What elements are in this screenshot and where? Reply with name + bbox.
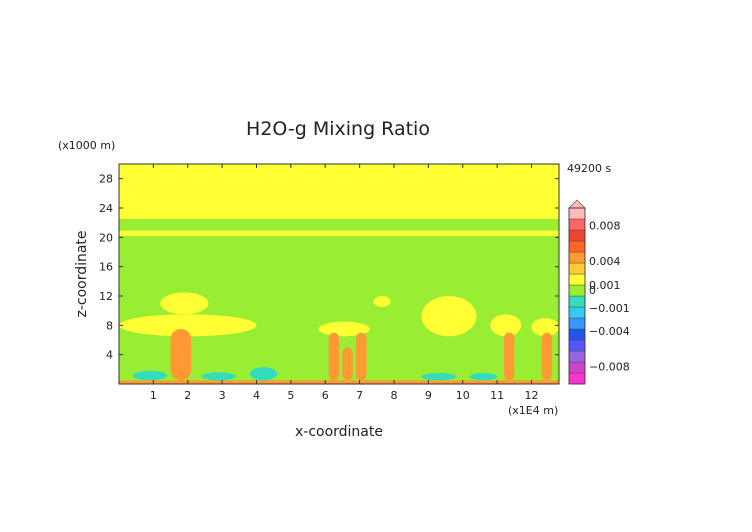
region-patch-17: [249, 367, 278, 381]
region-patch-16: [132, 370, 168, 381]
x-tick-label: 9: [425, 389, 432, 402]
colorbar-cell: [568, 361, 586, 374]
x-tick-label: 5: [287, 389, 294, 402]
x-tick-label: 4: [253, 389, 260, 402]
region-blob-3: [119, 314, 257, 337]
region-plume-13: [356, 332, 367, 381]
region-band-2: [119, 380, 559, 384]
y-tick-label: 4: [106, 349, 113, 362]
y-tick-label: 24: [99, 202, 113, 215]
y-axis-ticks: 4 8 12 16 20 24 28: [99, 173, 559, 362]
colorbar-label: 0: [589, 284, 596, 297]
colorbar-cell: [568, 273, 586, 286]
region-blob-6: [421, 296, 477, 337]
colorbar-extend-triangle: [568, 199, 586, 209]
x-tick-label: 8: [391, 389, 398, 402]
region-plume-11: [328, 332, 339, 381]
x-tick-label: 6: [322, 389, 329, 402]
y-tick-label: 12: [99, 290, 113, 303]
x-tick-label: 1: [150, 389, 157, 402]
colorbar-frame: [568, 207, 586, 385]
region-patch-18: [201, 372, 236, 381]
x-tick-label: 11: [490, 389, 504, 402]
y-tick-label: 16: [99, 261, 113, 274]
colorbar-cell: [568, 317, 586, 330]
colorbar-cells: [568, 199, 586, 385]
y-tick-label: 8: [106, 319, 113, 332]
colorbar-label: −0.008: [589, 360, 630, 373]
colorbar-cell: [568, 295, 586, 308]
x-axis-unit: (x1E4 m): [508, 404, 558, 417]
colorbar-cell: [568, 328, 586, 341]
y-tick-label: 20: [99, 231, 113, 244]
x-axis-label: x-coordinate: [295, 424, 383, 440]
y-tick-label: 28: [99, 173, 113, 186]
region-blob-7: [318, 321, 370, 337]
colorbar-cell: [568, 251, 586, 264]
colorbar-cell: [568, 262, 586, 275]
region-patch-19: [421, 373, 456, 381]
colorbar-label: −0.004: [589, 325, 630, 338]
colorbar-cell: [568, 339, 586, 352]
chart-title: H2O-g Mixing Ratio: [246, 118, 430, 140]
x-tick-label: 7: [356, 389, 363, 402]
colorbar-cell: [568, 284, 586, 297]
colorbar-cell: [568, 350, 586, 363]
region-band-0: [119, 164, 559, 219]
x-tick-label: 10: [456, 389, 470, 402]
x-tick-label: 2: [184, 389, 191, 402]
colorbar-cell: [568, 229, 586, 242]
region-plume-12: [342, 347, 353, 381]
colorbar-cell: [568, 207, 586, 220]
region-blob-9: [531, 318, 559, 337]
region-blob-8: [490, 314, 522, 337]
y-axis-label: z-coordinate: [74, 230, 90, 317]
x-tick-label: 3: [219, 389, 226, 402]
colorbar-cell: [568, 306, 586, 319]
colorbar-label: 0.008: [589, 220, 621, 233]
region-plume-14: [504, 332, 515, 381]
x-axis-ticks: 1 2 3 4 5 6 7 8 9 10 11 12: [150, 164, 539, 402]
colorbar-cell: [568, 372, 586, 385]
colorbar-label: 0.001: [589, 279, 621, 292]
colorbar-label: 0.004: [589, 255, 621, 268]
region-band-1: [119, 230, 559, 236]
region-plume-10: [170, 329, 192, 381]
region-plume-15: [541, 332, 553, 381]
colorbar-label: −0.001: [589, 302, 630, 315]
colorbar-cell: [568, 240, 586, 253]
region-blob-4: [160, 292, 209, 315]
region-blob-5: [373, 296, 391, 307]
colorbar-cell: [568, 218, 586, 231]
x-tick-label: 12: [525, 389, 539, 402]
field-regions: [119, 164, 559, 384]
plot-frame: [118, 163, 560, 385]
region-patch-20: [469, 373, 498, 381]
time-label: 49200 s: [567, 162, 611, 175]
y-axis-unit: (x1000 m): [58, 139, 115, 152]
